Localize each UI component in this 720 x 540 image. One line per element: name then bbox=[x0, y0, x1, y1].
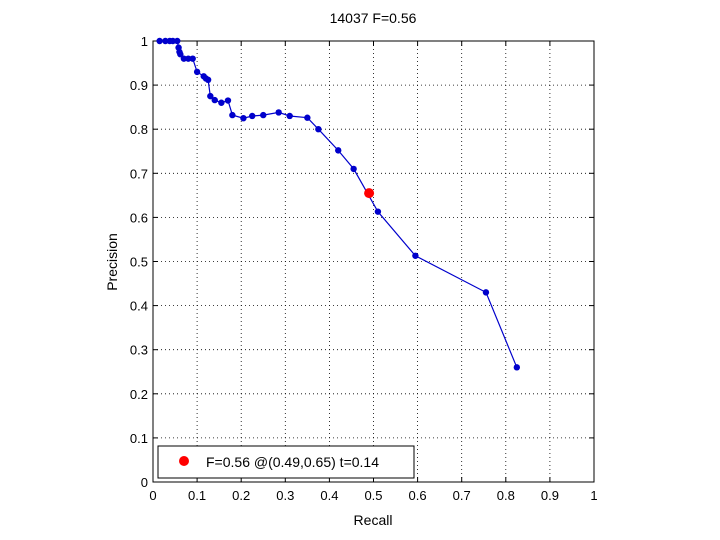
y-tick-label: 1 bbox=[141, 34, 148, 49]
x-tick-label: 0.1 bbox=[188, 488, 206, 503]
data-point bbox=[350, 165, 357, 173]
data-point bbox=[229, 111, 236, 119]
x-tick-label: 0.6 bbox=[409, 488, 427, 503]
x-tick-label: 0 bbox=[149, 488, 156, 503]
data-point bbox=[180, 55, 188, 62]
data-point bbox=[204, 76, 212, 84]
data-point bbox=[412, 252, 419, 259]
x-tick-label: 0.5 bbox=[364, 488, 382, 503]
y-tick-label: 0 bbox=[141, 475, 148, 490]
y-tick-label: 0.9 bbox=[130, 78, 148, 93]
x-tick-label: 0.8 bbox=[497, 488, 515, 503]
data-point bbox=[177, 51, 184, 58]
y-tick-label: 0.8 bbox=[130, 122, 148, 137]
data-point bbox=[260, 111, 267, 119]
best-f-point bbox=[364, 188, 375, 199]
grid bbox=[153, 41, 594, 482]
y-tick-label: 0.7 bbox=[130, 166, 148, 181]
data-point bbox=[482, 289, 490, 296]
data-series bbox=[156, 37, 521, 371]
data-point bbox=[169, 37, 177, 45]
x-tick-label: 0.9 bbox=[541, 488, 559, 503]
x-axis-label: Recall bbox=[354, 512, 393, 528]
data-point bbox=[193, 68, 201, 76]
data-point bbox=[211, 96, 218, 104]
highlight-layer bbox=[364, 188, 375, 199]
y-tick-label: 0.1 bbox=[130, 431, 148, 446]
x-tick-label: 0.3 bbox=[276, 488, 294, 503]
data-point bbox=[218, 99, 225, 106]
legend: F=0.56 @(0.49,0.65) t=0.14 bbox=[157, 445, 415, 479]
data-point bbox=[189, 55, 196, 62]
y-tick-label: 0.6 bbox=[130, 210, 148, 225]
data-point bbox=[156, 37, 163, 45]
y-axis-label: Precision bbox=[104, 233, 120, 291]
data-point bbox=[315, 126, 322, 133]
data-point bbox=[304, 114, 311, 121]
data-point bbox=[207, 92, 214, 100]
data-point bbox=[185, 55, 192, 62]
data-point bbox=[374, 208, 382, 215]
data-point bbox=[275, 109, 282, 116]
data-point bbox=[335, 147, 342, 154]
y-tick-label: 0.3 bbox=[130, 343, 148, 358]
legend-label: F=0.56 @(0.49,0.65) t=0.14 bbox=[206, 454, 379, 470]
y-tick-label: 0.4 bbox=[130, 299, 148, 314]
legend-marker bbox=[179, 456, 189, 466]
data-point bbox=[162, 37, 169, 45]
x-tick-label: 0.4 bbox=[320, 488, 338, 503]
data-point bbox=[249, 112, 256, 120]
chart-title: 14037 F=0.56 bbox=[330, 10, 417, 26]
legend-box bbox=[157, 445, 415, 479]
x-tick-label: 0.2 bbox=[232, 488, 250, 503]
x-tick-label: 0.7 bbox=[453, 488, 471, 503]
y-tick-label: 0.5 bbox=[130, 255, 148, 270]
axis-ticks: 0 0.1 0.2 0.3 0.4 0.5 0.6 0.7 0.8 0.9 1 0 0.1 0.2 0.3 0… bbox=[130, 34, 598, 503]
y-tick-label: 0.2 bbox=[130, 387, 148, 402]
data-point bbox=[286, 112, 293, 120]
data-point bbox=[513, 364, 521, 371]
data-point bbox=[224, 97, 232, 104]
x-tick-label: 1 bbox=[590, 488, 597, 503]
data-point bbox=[240, 114, 247, 122]
data-point bbox=[174, 37, 181, 45]
